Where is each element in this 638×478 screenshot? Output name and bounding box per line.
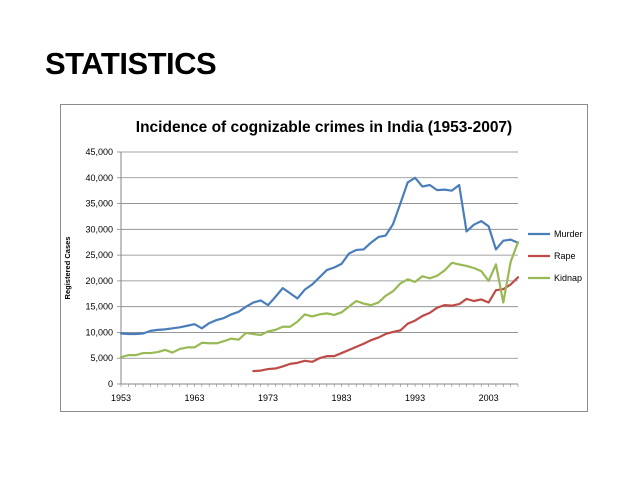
legend-label-kidnap: Kidnap <box>554 273 582 283</box>
y-tick-label: 5,000 <box>90 353 113 363</box>
y-tick-label: 30,000 <box>85 224 113 234</box>
axes <box>117 151 519 387</box>
chart-title: Incidence of cognizable crimes in India … <box>135 119 513 136</box>
series-lines <box>119 176 520 373</box>
line-chart: 0 5,000 10,000 15,000 20,000 25,000 30,000 35,0… <box>63 147 583 403</box>
x-tick-label: 1953 <box>111 393 131 403</box>
series-line-murder <box>119 176 520 336</box>
y-axis-label: Registered Cases <box>63 237 72 300</box>
y-tick-label: 15,000 <box>85 302 113 312</box>
y-tick-label: 20,000 <box>85 276 113 286</box>
series-line-kidnap <box>119 241 520 359</box>
y-tick-label: 25,000 <box>85 250 113 260</box>
x-tick-label: 1993 <box>405 393 425 403</box>
y-tick-label: 10,000 <box>85 327 113 337</box>
series-line-rape <box>252 276 520 373</box>
legend: Murder Rape Kidnap <box>528 229 583 283</box>
y-tick-label: 40,000 <box>85 173 113 183</box>
tick-labels: 0 5,000 10,000 15,000 20,000 25,000 30,000 35,0… <box>85 147 498 403</box>
x-tick-label: 1963 <box>185 393 205 403</box>
x-tick-label: 1973 <box>258 393 278 403</box>
y-tick-label: 35,000 <box>85 199 113 209</box>
y-tick-label: 45,000 <box>85 147 113 157</box>
chart-frame: Incidence of cognizable crimes in India … <box>60 104 588 412</box>
x-tick-label: 1983 <box>332 393 352 403</box>
x-tick-label: 2003 <box>479 393 499 403</box>
legend-label-rape: Rape <box>554 251 576 261</box>
slide-title: STATISTICS <box>45 46 217 81</box>
legend-label-murder: Murder <box>554 229 583 239</box>
y-tick-label: 0 <box>108 379 113 389</box>
